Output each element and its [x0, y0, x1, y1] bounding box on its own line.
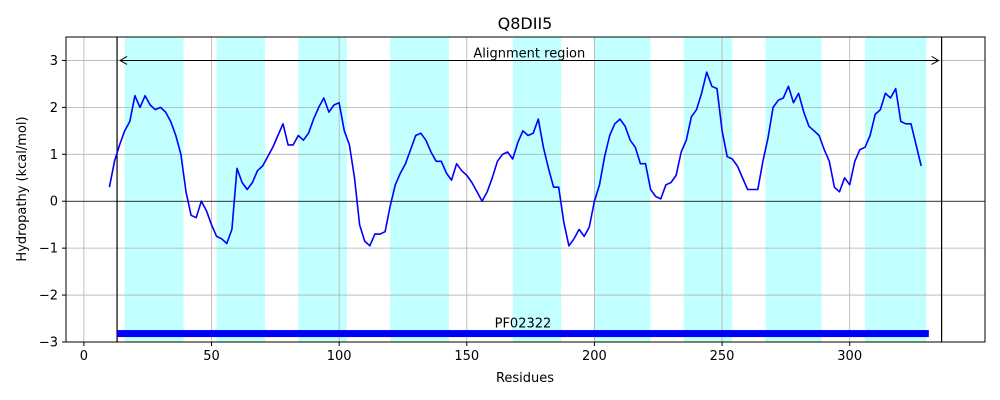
highlight-regions [124, 37, 927, 342]
alignment-arrow-head-left [119, 56, 128, 65]
x-axis-ticks: 0 50 100 150 200 250 300 [80, 342, 862, 364]
hydrophobic-region-band [390, 37, 449, 342]
hydrophobic-region-band [298, 37, 347, 342]
x-tick-label: 0 [80, 349, 88, 364]
domain-bar [117, 330, 929, 338]
hydrophobic-region-band [865, 37, 927, 342]
x-tick-label: 250 [710, 349, 735, 364]
y-tick-label: −1 [39, 242, 58, 257]
domain-bar-group [117, 330, 929, 338]
x-tick-label: 300 [837, 349, 862, 364]
y-tick-label: 2 [50, 101, 58, 116]
alignment-arrow-head-right [931, 56, 940, 65]
x-tick-label: 150 [454, 349, 479, 364]
y-tick-label: 3 [50, 54, 58, 69]
domain-label: PF02322 [495, 317, 552, 332]
hydropathy-series-line [108, 71, 922, 247]
chart-title: Q8DII5 [498, 14, 553, 33]
hydrophobic-region-band [124, 37, 184, 342]
hydrophobic-region-band [683, 37, 733, 342]
y-tick-label: −2 [39, 289, 58, 304]
plot-frame [65, 36, 986, 343]
alignment-arrow [119, 56, 940, 65]
y-axis-label: Hydropathy (kcal/mol) [15, 116, 30, 261]
hydrophobic-region-band [594, 37, 651, 342]
alignment-boundaries [116, 37, 943, 342]
y-tick-label: 1 [50, 148, 58, 163]
y-tick-label: −3 [39, 336, 58, 351]
x-tick-label: 200 [582, 349, 607, 364]
alignment-region-label: Alignment region [473, 46, 585, 61]
x-tick-label: 50 [203, 349, 220, 364]
y-tick-label: 0 [50, 195, 58, 210]
hydrophobic-region-band [765, 37, 822, 342]
x-tick-label: 100 [327, 349, 352, 364]
hydrophobic-region-band [216, 37, 266, 342]
x-axis-label: Residues [496, 371, 554, 386]
hydrophobic-region-band [512, 37, 562, 342]
y-axis-ticks: −3 −2 −1 0 1 2 3 [39, 54, 66, 351]
